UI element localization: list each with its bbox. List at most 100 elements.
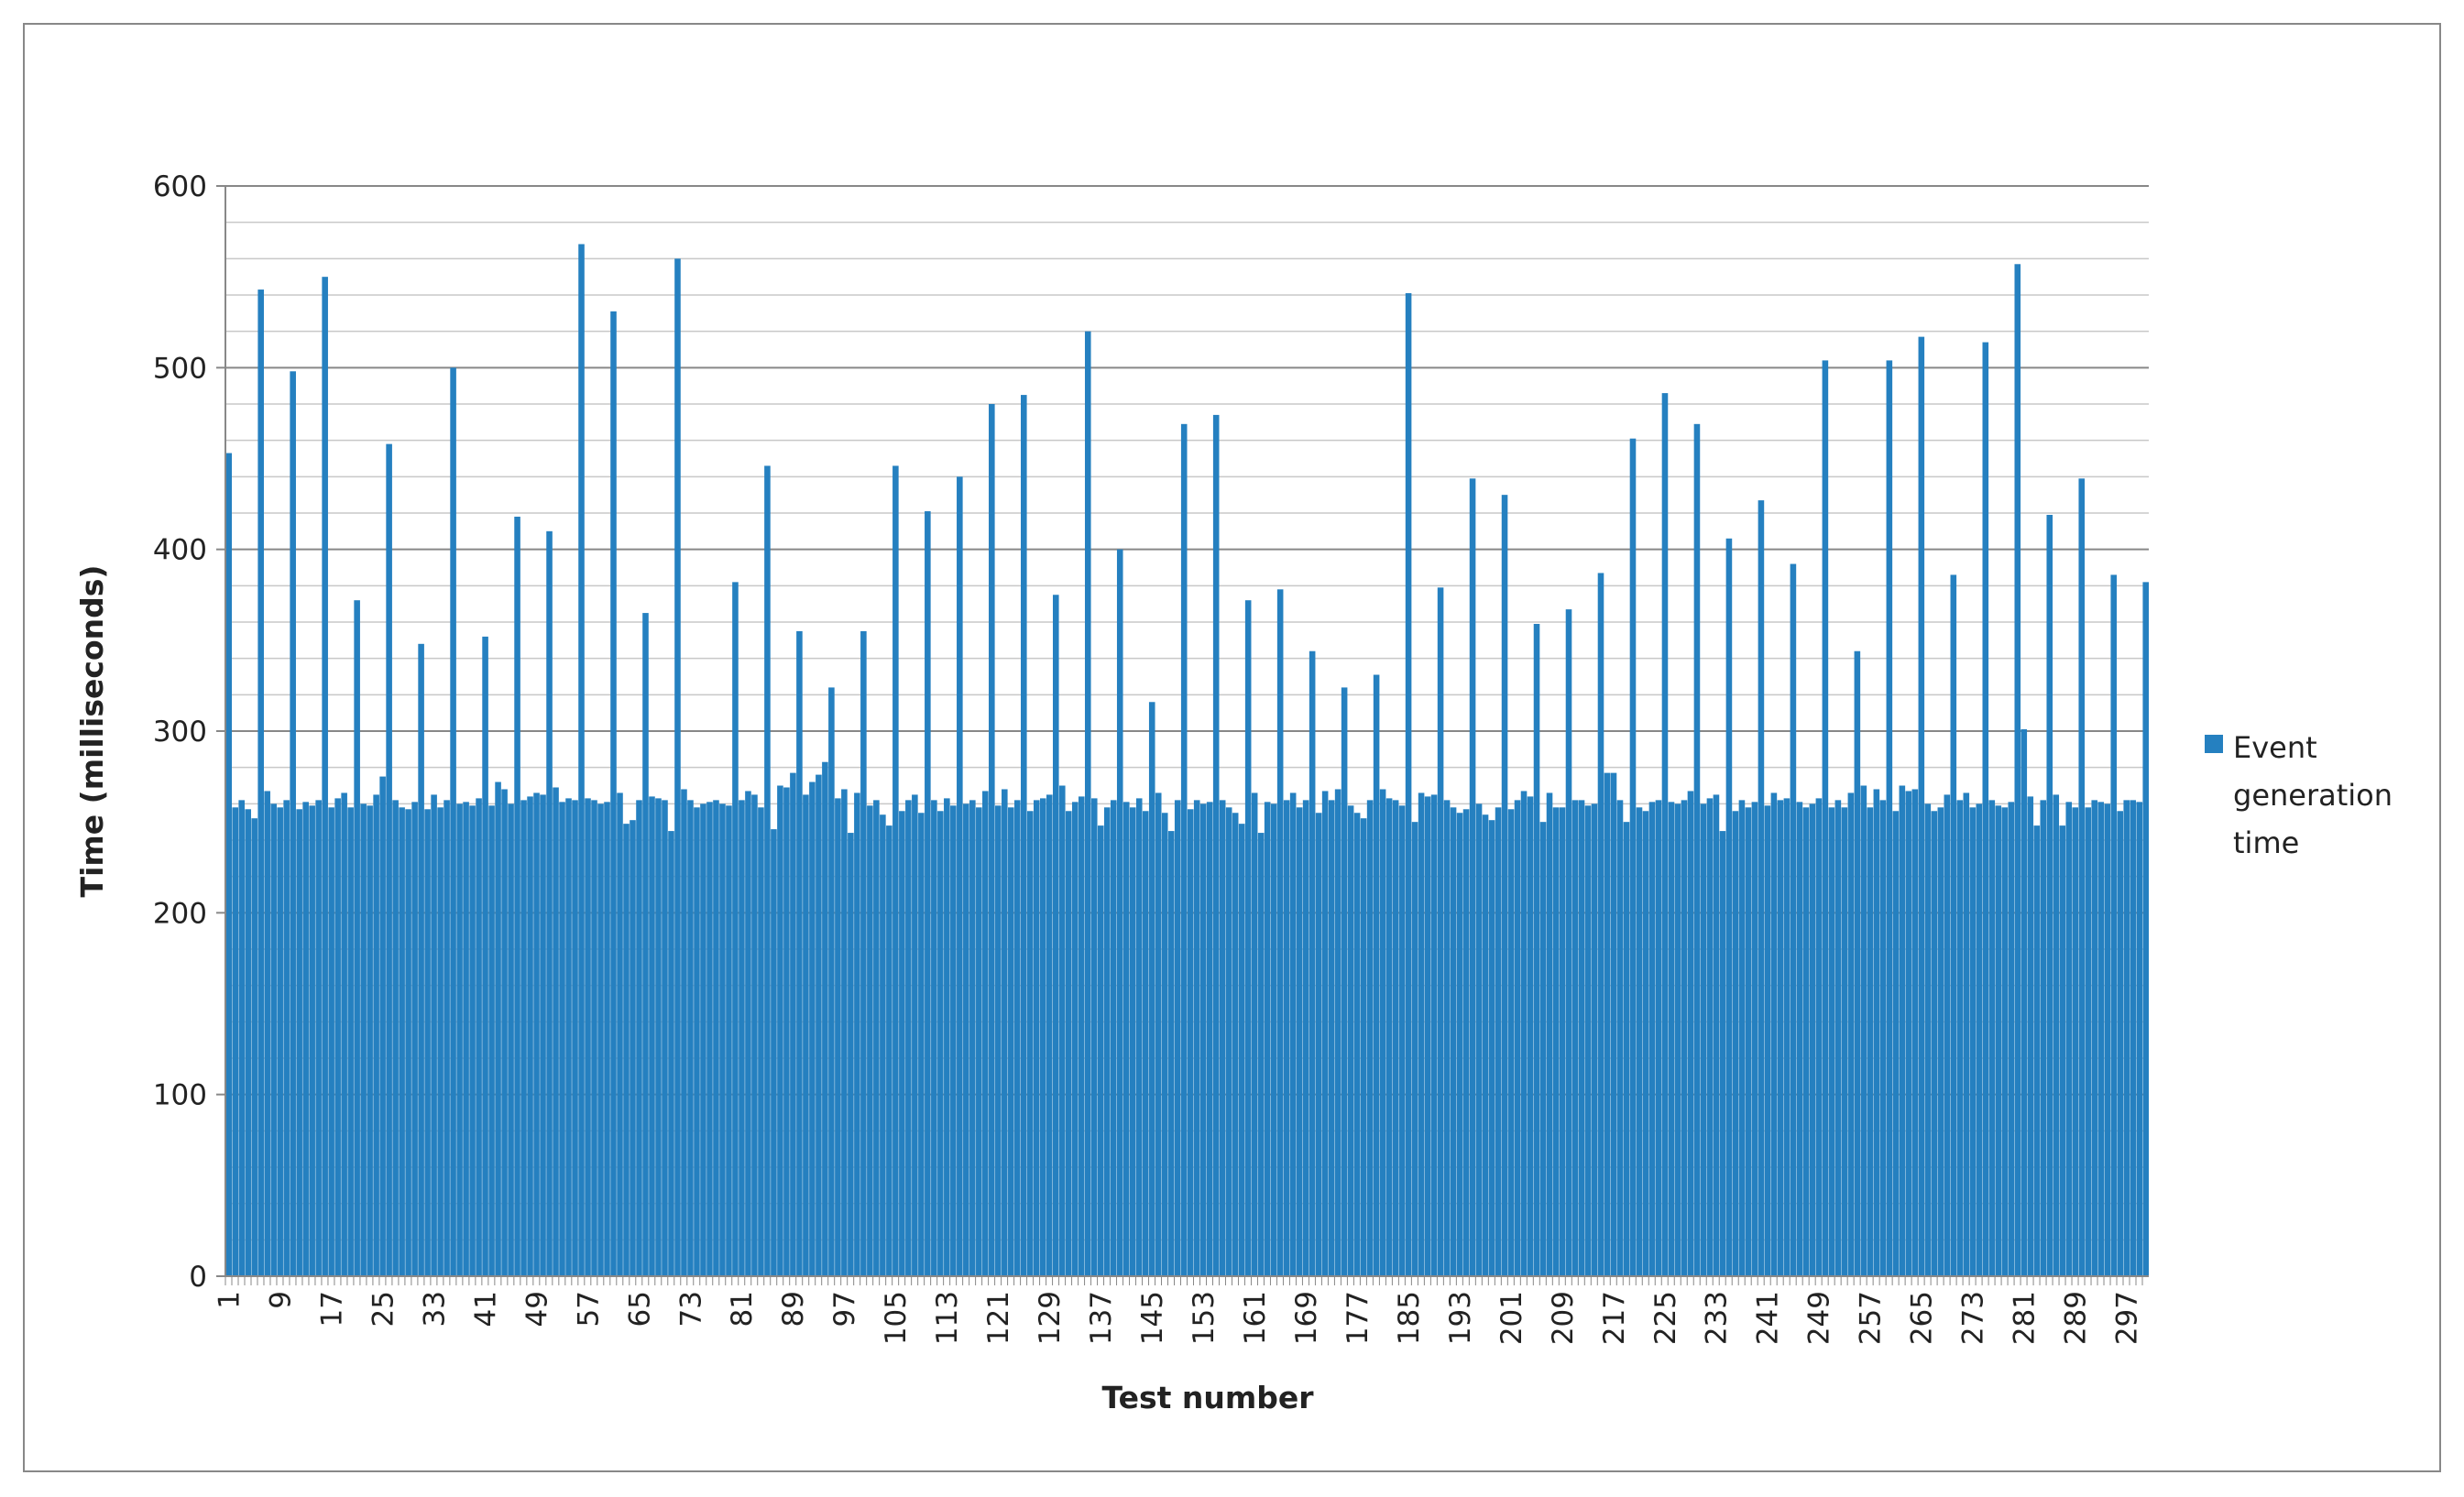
bar: [367, 805, 373, 1276]
x-tick-label: 281: [2009, 1291, 2042, 1345]
bar: [1341, 687, 1348, 1276]
bar: [399, 807, 405, 1276]
y-axis-title: Time (milliseconds): [74, 565, 110, 898]
bar: [1584, 805, 1592, 1276]
x-tick-label: 185: [1393, 1291, 1426, 1345]
bar: [1995, 805, 2002, 1276]
x-tick-label: 233: [1701, 1291, 1734, 1345]
bar: [2136, 802, 2143, 1276]
bar: [411, 802, 418, 1276]
bar: [2078, 478, 2086, 1276]
bar: [1899, 785, 1906, 1276]
bar: [559, 802, 565, 1276]
x-tick-label: 273: [1957, 1291, 1990, 1345]
bar: [1462, 809, 1470, 1276]
bar: [1405, 293, 1412, 1277]
x-tick-label: 217: [1598, 1291, 1631, 1345]
x-tick-label: 209: [1547, 1291, 1580, 1345]
x-tick-label: 105: [880, 1291, 913, 1345]
bar: [713, 800, 719, 1276]
bar: [1802, 807, 1810, 1276]
bar: [623, 824, 630, 1276]
bar: [687, 800, 694, 1276]
bar: [1879, 800, 1887, 1276]
bar: [1328, 800, 1335, 1276]
bar: [1251, 792, 1258, 1276]
bar: [488, 805, 495, 1276]
bar: [2053, 794, 2060, 1276]
bar: [1302, 800, 1309, 1276]
bar: [1828, 807, 1835, 1276]
bar: [777, 785, 783, 1276]
bar: [1796, 802, 1803, 1276]
x-tick-label: 113: [931, 1291, 964, 1345]
bar: [828, 687, 835, 1276]
bar: [1571, 800, 1579, 1276]
bar: [373, 794, 379, 1276]
bar: [1008, 807, 1014, 1276]
bar: [296, 809, 302, 1276]
bar: [482, 636, 488, 1276]
bar: [1777, 800, 1784, 1276]
bar: [662, 800, 668, 1276]
bar: [873, 800, 880, 1276]
bar: [2020, 729, 2028, 1276]
bar: [1443, 800, 1451, 1276]
bar: [1206, 802, 1213, 1276]
bar: [2091, 800, 2098, 1276]
bar: [1238, 824, 1245, 1276]
bar: [1347, 805, 1354, 1276]
bar: [1604, 772, 1611, 1276]
bar: [1924, 803, 1932, 1276]
bar: [1450, 807, 1457, 1276]
bar: [1482, 814, 1489, 1276]
bar: [790, 772, 796, 1276]
bar: [1283, 800, 1290, 1276]
bar: [1385, 798, 1393, 1276]
bar: [1764, 805, 1771, 1276]
bar: [456, 803, 463, 1276]
x-tick-label: 9: [264, 1291, 297, 1309]
bar: [251, 818, 257, 1276]
bar: [1834, 800, 1842, 1276]
bar: [1809, 803, 1816, 1276]
bar: [1116, 549, 1123, 1276]
bar: [1790, 563, 1797, 1276]
y-tick-label: 100: [153, 1079, 207, 1112]
bar: [1963, 792, 1970, 1276]
bar: [771, 829, 777, 1276]
y-tick-label: 400: [153, 534, 207, 567]
bar: [1501, 495, 1508, 1276]
bar: [386, 443, 392, 1277]
legend-label: Event generation time: [2233, 730, 2393, 860]
bar: [1264, 802, 1271, 1276]
bar: [437, 807, 444, 1276]
bar: [1674, 803, 1681, 1276]
x-tick-label: 193: [1444, 1291, 1477, 1345]
bar: [1783, 798, 1791, 1276]
bar: [1219, 800, 1226, 1276]
bar: [1398, 805, 1406, 1276]
bar: [328, 807, 334, 1276]
x-tick-label: 257: [1855, 1291, 1888, 1345]
bar: [1507, 809, 1515, 1276]
bar: [1539, 822, 1547, 1276]
bar: [1892, 811, 1900, 1276]
bar: [1597, 573, 1604, 1276]
bar: [1488, 820, 1495, 1276]
bar: [1770, 792, 1778, 1276]
bar: [668, 831, 674, 1276]
bar: [514, 516, 520, 1276]
bar: [1751, 802, 1758, 1276]
bar: [925, 511, 931, 1276]
bar: [431, 794, 437, 1276]
bar: [277, 807, 283, 1276]
bar: [1456, 813, 1463, 1276]
bar: [957, 476, 963, 1276]
bar: [1905, 791, 1912, 1276]
bar: [533, 792, 540, 1276]
x-tick-label: 57: [572, 1291, 605, 1327]
bar: [732, 582, 739, 1276]
bar: [1867, 807, 1874, 1276]
bar: [1520, 791, 1528, 1276]
